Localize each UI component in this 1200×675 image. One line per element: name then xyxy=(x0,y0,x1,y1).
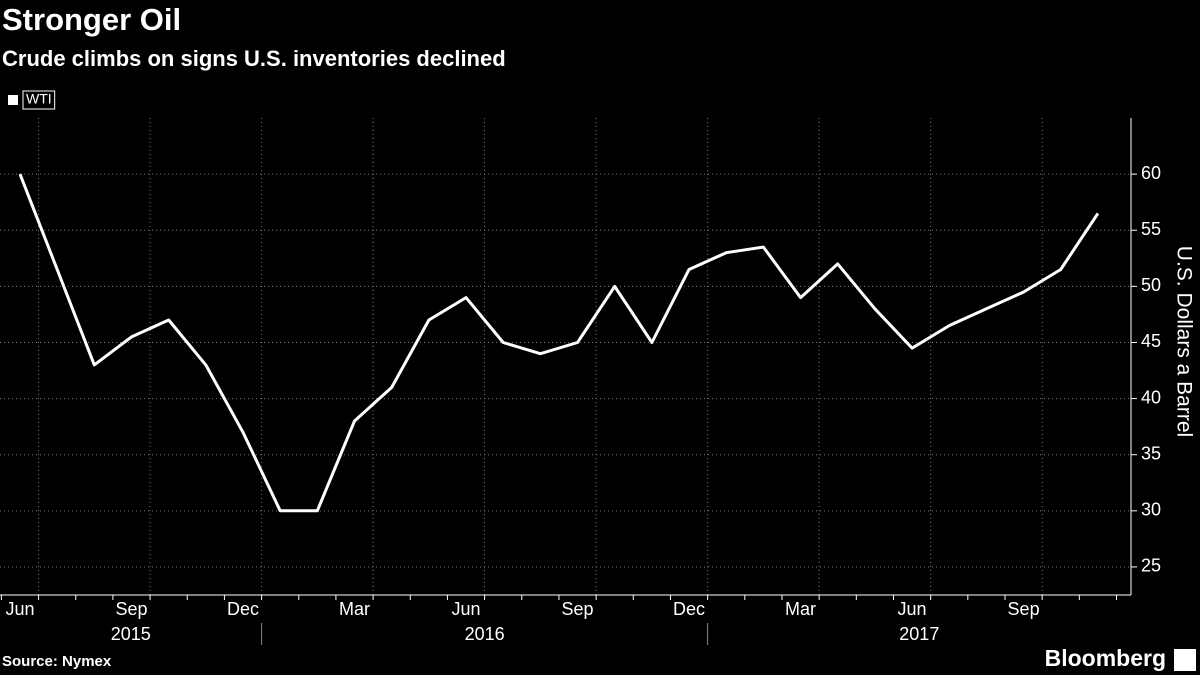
y-tick-label: 50 xyxy=(1141,275,1161,295)
legend-swatch xyxy=(8,95,18,105)
brand-icon xyxy=(1174,649,1196,671)
x-tick-label: Mar xyxy=(785,599,816,619)
x-tick-label: Jun xyxy=(5,599,34,619)
x-group-label: 2016 xyxy=(465,624,505,644)
y-tick-label: 60 xyxy=(1141,163,1161,183)
x-tick-label: Dec xyxy=(673,599,705,619)
x-tick-label: Mar xyxy=(339,599,370,619)
x-tick-label: Sep xyxy=(115,599,147,619)
line-series xyxy=(18,173,1100,513)
chart-subtitle: Crude climbs on signs U.S. inventories d… xyxy=(2,46,506,71)
x-tick-label: Sep xyxy=(562,599,594,619)
y-axis-label: U.S. Dollars a Barrel xyxy=(1172,246,1195,437)
y-tick-label: 55 xyxy=(1141,219,1161,239)
legend-box xyxy=(22,90,56,110)
chart-title: Stronger Oil xyxy=(2,2,181,37)
x-tick-label: Sep xyxy=(1008,599,1040,619)
y-tick-label: 25 xyxy=(1141,556,1161,576)
legend-label: WTI xyxy=(26,91,52,107)
x-tick-label: Jun xyxy=(452,599,481,619)
y-tick-label: 35 xyxy=(1141,443,1161,463)
x-tick-label: Jun xyxy=(898,599,927,619)
x-tick-label: Dec xyxy=(227,599,259,619)
x-group-label: 2017 xyxy=(899,624,939,644)
x-group-label: 2015 xyxy=(111,624,151,644)
source: Source: Nymex xyxy=(2,653,112,670)
y-tick-label: 45 xyxy=(1141,331,1161,351)
y-tick-label: 30 xyxy=(1141,500,1161,520)
y-tick-label: 40 xyxy=(1141,387,1161,407)
brand: Bloomberg xyxy=(1045,645,1166,671)
